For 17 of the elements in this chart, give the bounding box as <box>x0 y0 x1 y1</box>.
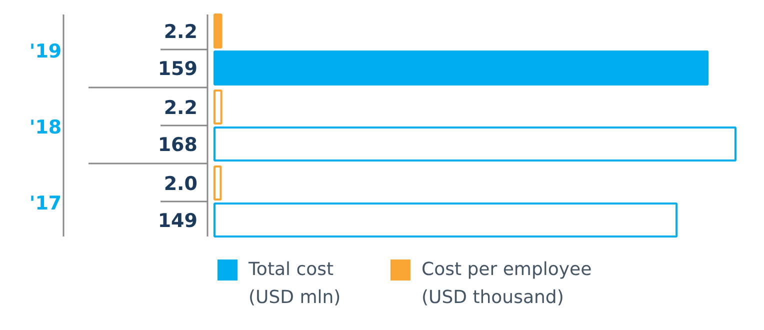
y-tick-label: '18 <box>29 116 62 138</box>
data-label: 168 <box>158 134 198 156</box>
data-label: 2.0 <box>164 173 198 195</box>
legend-label: Total cost (USD mln) <box>248 259 341 308</box>
y-tick-label: '19 <box>29 40 62 62</box>
data-label: 149 <box>158 210 198 232</box>
y-tick-label: '17 <box>29 192 62 214</box>
bar <box>214 14 222 48</box>
bar <box>214 90 222 124</box>
data-label: 2.2 <box>164 21 198 43</box>
bar <box>214 50 709 86</box>
data-label: 2.2 <box>164 97 198 119</box>
data-label: 159 <box>158 58 198 80</box>
bar <box>214 166 222 200</box>
legend-label: Cost per employee (USD thousand) <box>422 259 592 308</box>
bar <box>214 202 678 238</box>
bar <box>214 126 736 162</box>
